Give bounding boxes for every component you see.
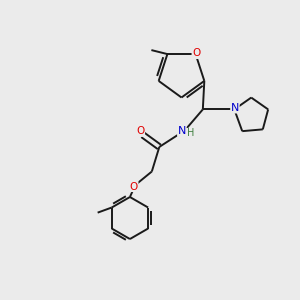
Text: O: O bbox=[130, 182, 138, 191]
Text: O: O bbox=[192, 49, 200, 58]
Text: N: N bbox=[231, 103, 239, 113]
Text: H: H bbox=[187, 128, 194, 138]
Text: N: N bbox=[178, 126, 186, 136]
Text: O: O bbox=[136, 126, 145, 136]
